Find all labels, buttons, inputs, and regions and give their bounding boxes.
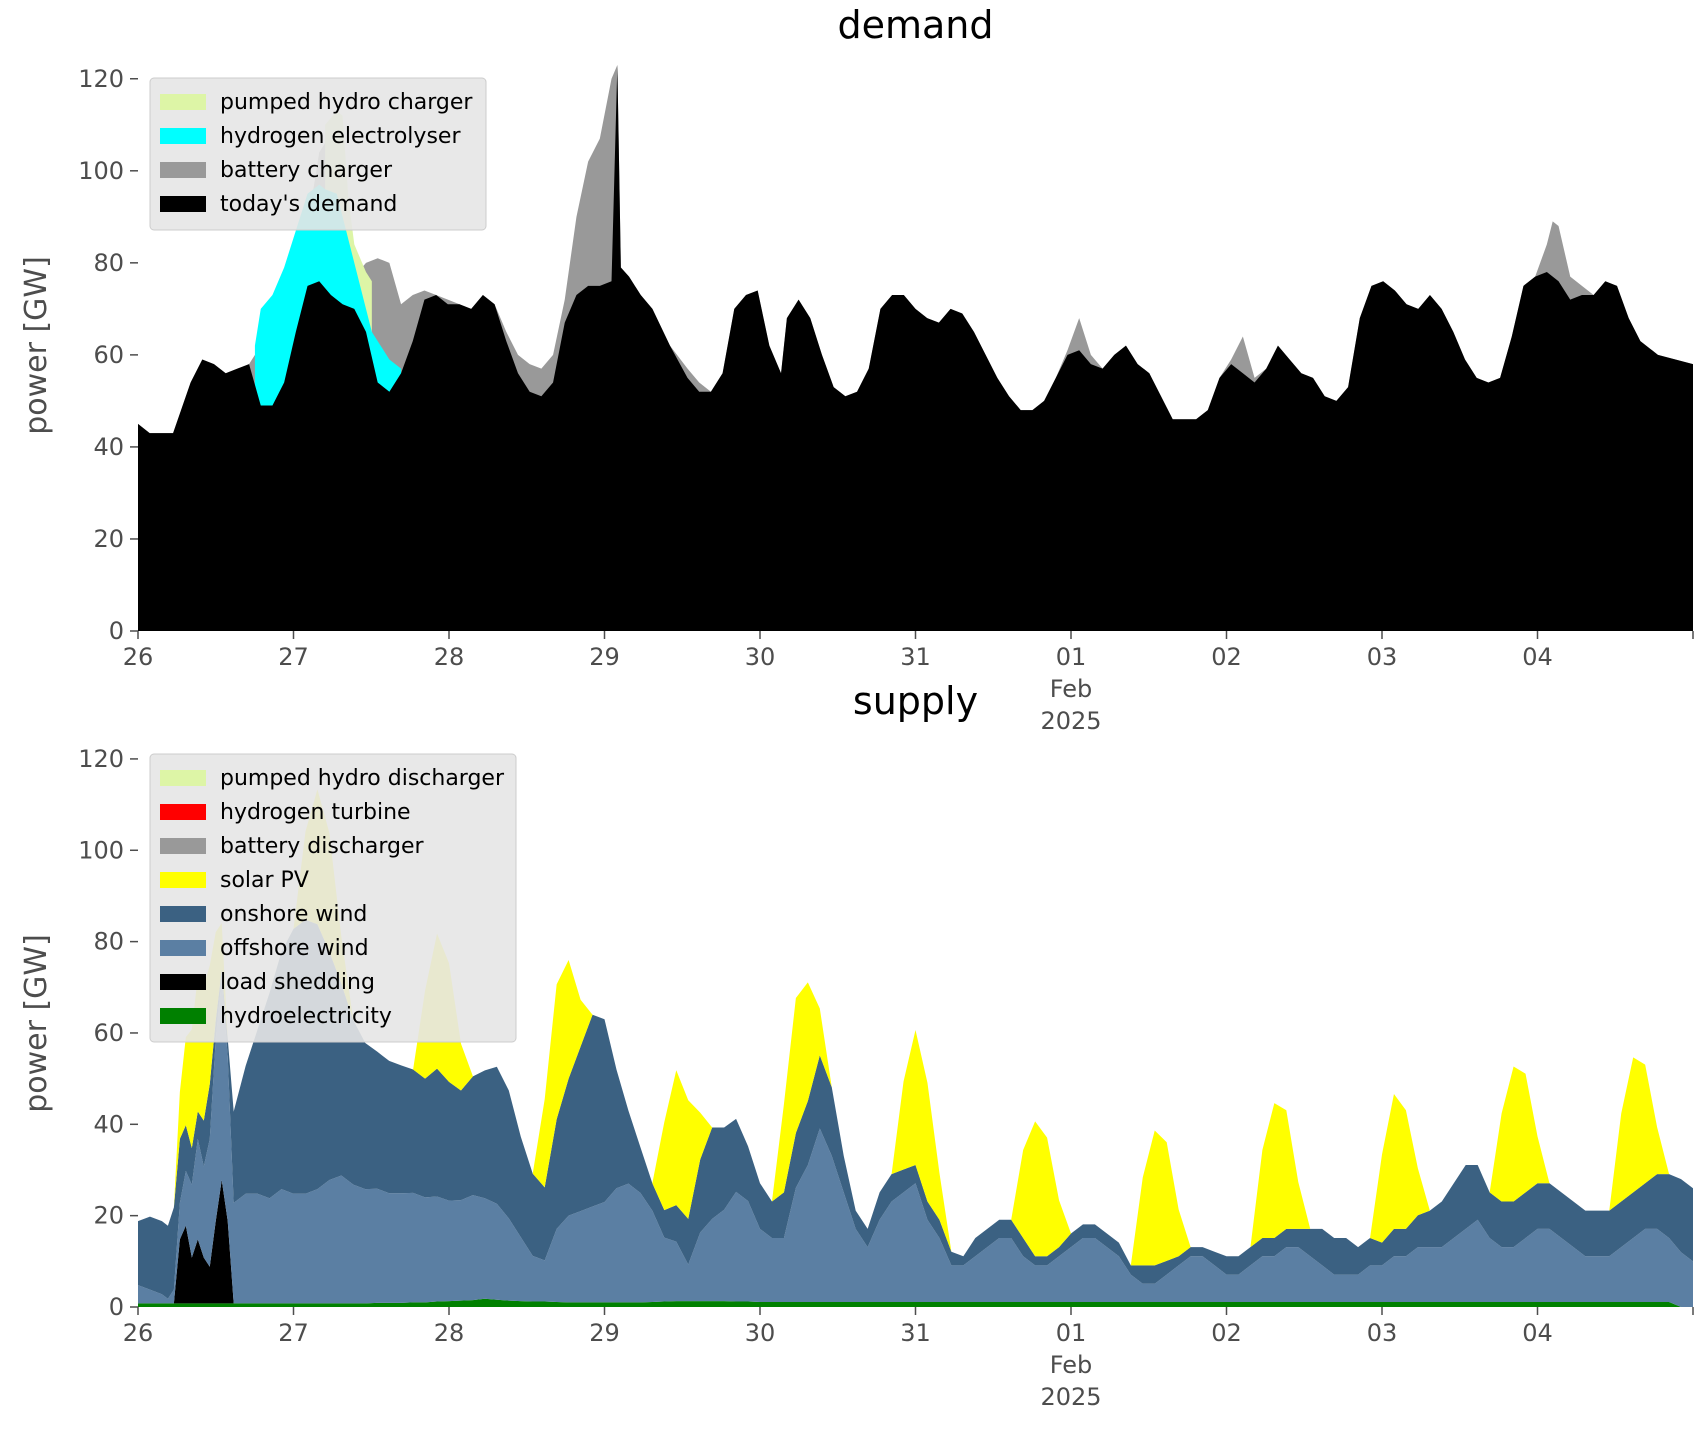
legend-label: onshore wind — [220, 902, 367, 927]
x-tick-label: 02 — [1211, 643, 1242, 671]
legend-label: battery discharger — [220, 834, 425, 859]
x-tick-label: 29 — [589, 643, 620, 671]
y-tick-label: 120 — [78, 745, 124, 773]
legend-label: today's demand — [220, 192, 397, 217]
y-tick-label: 120 — [78, 65, 124, 93]
x-tick-label: 27 — [278, 1319, 309, 1347]
x-tick-sublabel: 2025 — [1040, 707, 1101, 735]
x-tick-label: 30 — [745, 643, 776, 671]
y-tick-label: 80 — [93, 928, 124, 956]
x-tick-label: 28 — [434, 1319, 465, 1347]
y-tick-label: 20 — [93, 1202, 124, 1230]
chart-title: supply — [853, 679, 978, 723]
area-today-s-demand — [138, 64, 1693, 631]
x-tick-label: 01 — [1056, 1319, 1087, 1347]
legend-swatch — [160, 940, 206, 956]
x-tick-sublabel: Feb — [1050, 675, 1093, 703]
legend-swatch — [160, 974, 206, 990]
y-tick-label: 100 — [78, 836, 124, 864]
legend-label: offshore wind — [220, 936, 369, 961]
legend-label: battery charger — [220, 158, 393, 183]
y-tick-label: 60 — [93, 1019, 124, 1047]
y-tick-label: 40 — [93, 1110, 124, 1138]
legend-swatch — [160, 770, 206, 786]
x-tick-label: 02 — [1211, 1319, 1242, 1347]
area-offshore-wind — [138, 979, 1693, 1307]
legend-swatch — [160, 804, 206, 820]
y-axis-label: power [GW] — [19, 934, 54, 1113]
y-tick-label: 100 — [78, 157, 124, 185]
legend-label: hydrogen electrolyser — [220, 124, 461, 149]
x-tick-label: 28 — [434, 643, 465, 671]
legend-box — [149, 77, 487, 231]
legend-box — [149, 753, 517, 1043]
x-tick-label: 31 — [900, 643, 931, 671]
y-tick-label: 40 — [93, 433, 124, 461]
y-tick-label: 80 — [93, 249, 124, 277]
legend-label: hydrogen turbine — [220, 800, 411, 825]
legend-label: pumped hydro charger — [220, 90, 473, 115]
x-tick-label: 01 — [1056, 643, 1087, 671]
legend-swatch — [160, 872, 206, 888]
y-tick-label: 60 — [93, 341, 124, 369]
area-onshore-wind — [138, 919, 1693, 1299]
x-tick-label: 29 — [589, 1319, 620, 1347]
legend-swatch — [160, 128, 206, 144]
legend-label: pumped hydro discharger — [220, 766, 505, 791]
legend-label: load shedding — [220, 970, 375, 995]
legend-swatch — [160, 196, 206, 212]
x-tick-label: 03 — [1367, 1319, 1398, 1347]
legend-label: hydroelectricity — [220, 1004, 392, 1029]
x-tick-label: 04 — [1522, 1319, 1553, 1347]
x-tick-label: 27 — [278, 643, 309, 671]
y-axis-label: power [GW] — [19, 256, 54, 435]
chart-title: demand — [837, 3, 993, 47]
legend-label: solar PV — [220, 868, 309, 893]
legend-swatch — [160, 838, 206, 854]
legend-swatch — [160, 906, 206, 922]
x-tick-label: 26 — [123, 1319, 154, 1347]
y-tick-label: 0 — [109, 617, 124, 645]
x-tick-sublabel: Feb — [1050, 1351, 1093, 1379]
plot-area — [138, 64, 1693, 631]
y-tick-label: 0 — [109, 1293, 124, 1321]
legend-swatch — [160, 162, 206, 178]
x-tick-label: 03 — [1367, 643, 1398, 671]
y-tick-label: 20 — [93, 525, 124, 553]
area-hydroelectricity — [138, 1298, 1693, 1307]
x-tick-sublabel: 2025 — [1040, 1383, 1101, 1411]
legend-swatch — [160, 94, 206, 110]
x-tick-label: 04 — [1522, 643, 1553, 671]
x-tick-label: 26 — [123, 643, 154, 671]
legend-swatch — [160, 1008, 206, 1024]
x-tick-label: 31 — [900, 1319, 931, 1347]
x-tick-label: 30 — [745, 1319, 776, 1347]
